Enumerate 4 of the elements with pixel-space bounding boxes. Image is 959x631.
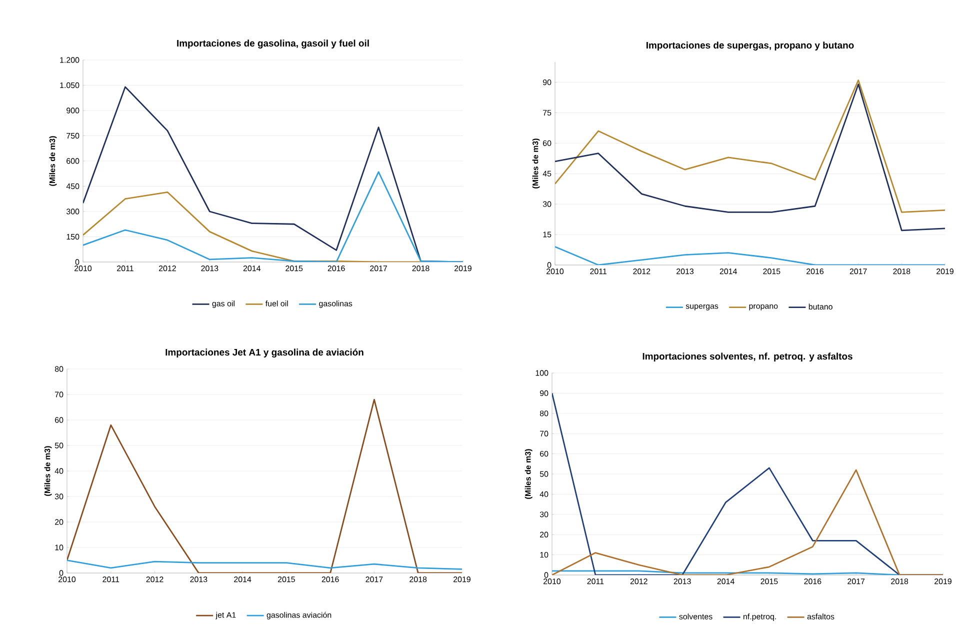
chart-title: Importaciones solventes, nf. petroq. y asfaltos: [642, 352, 852, 362]
chart-title: Importaciones Jet A1 y gasolina de aviación: [166, 348, 364, 358]
chart-title: Importaciones de supergas, propano y butano: [646, 42, 854, 50]
chart-title: Importaciones de gasolina, gasoil y fuel oil: [177, 40, 369, 48]
